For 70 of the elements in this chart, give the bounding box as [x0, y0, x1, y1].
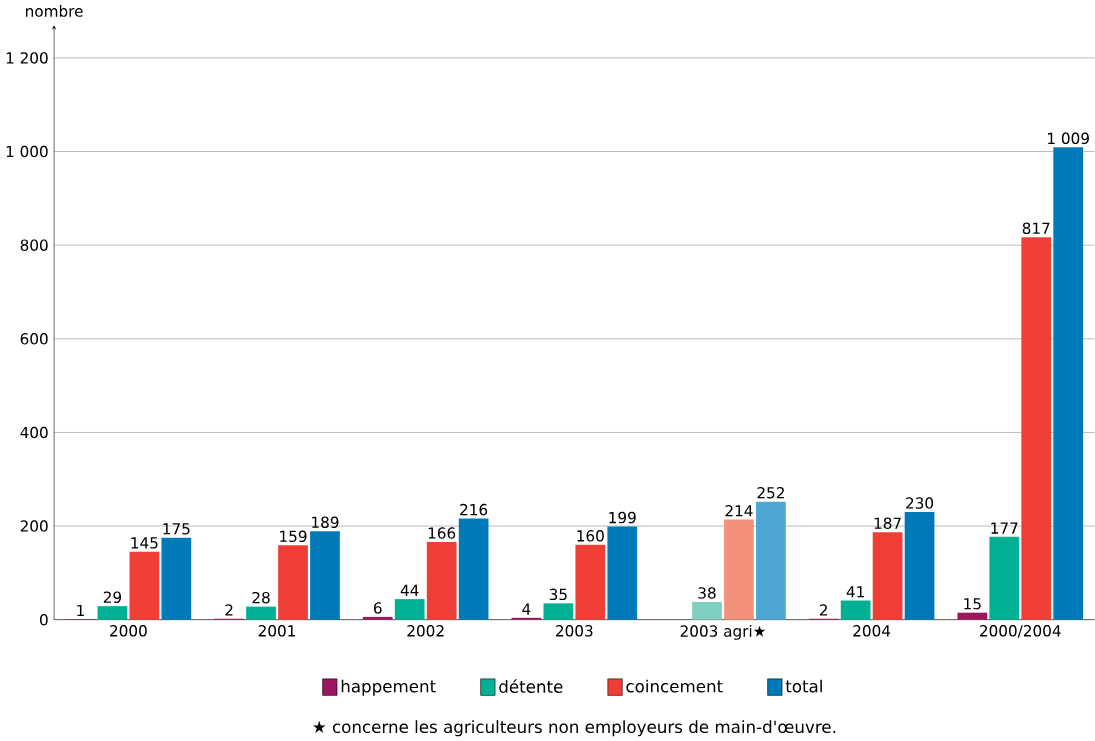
data-label: 252 [757, 486, 784, 499]
data-label: 44 [400, 584, 419, 596]
bar [872, 531, 903, 620]
bar [362, 616, 393, 620]
data-label: 38 [698, 586, 716, 599]
bar [724, 519, 754, 620]
y-tick-label: 1 000 [6, 145, 48, 158]
data-label: 216 [460, 503, 488, 516]
bar [394, 598, 425, 620]
bar [840, 600, 871, 620]
bar [607, 526, 638, 620]
bar [129, 551, 160, 620]
bar [310, 531, 340, 620]
data-label: 28 [252, 591, 270, 604]
x-tick-label: 2002 [407, 624, 444, 637]
x-tick-label: 2000 [110, 624, 147, 637]
bar [1021, 237, 1052, 620]
y-tick-label: 200 [20, 520, 48, 532]
bar [246, 606, 276, 620]
y-tick-label: 1 200 [6, 51, 48, 64]
data-label: 1 [77, 604, 84, 616]
data-label: 189 [312, 516, 339, 528]
x-tick-label: 2001 [258, 624, 296, 637]
bar [692, 601, 722, 620]
y-tick-label: 600 [20, 332, 48, 345]
bar [904, 511, 935, 620]
data-label: 4 [522, 603, 531, 615]
data-label: 2 [225, 604, 233, 616]
bar [458, 518, 489, 620]
bar [161, 537, 192, 620]
bar [97, 605, 128, 620]
legend-label: coincement [626, 679, 723, 693]
data-label: 1 009 [1048, 132, 1089, 144]
legend-label: total [785, 679, 822, 693]
x-tick-label: 2000/2004 [980, 624, 1061, 638]
y-tick-label: 400 [20, 426, 48, 438]
bar [957, 612, 988, 620]
data-label: 187 [874, 517, 901, 529]
legend-label: détente [499, 679, 563, 693]
data-label: 35 [549, 588, 567, 600]
data-label: 230 [906, 497, 934, 509]
data-label: 166 [428, 527, 456, 539]
bar [426, 541, 457, 620]
data-label: 199 [609, 511, 636, 524]
bar [278, 545, 308, 620]
data-label: 6 [373, 601, 382, 614]
y-axis-title: nombre [26, 4, 83, 17]
x-tick-label: 2003 [556, 624, 593, 637]
x-tick-label: 2003 agri★ [680, 624, 766, 640]
legend-label: happement [341, 679, 436, 696]
x-tick-label: 2004 [853, 624, 891, 637]
bar [989, 536, 1020, 620]
data-label: 175 [163, 523, 190, 535]
y-tick-label: 800 [20, 239, 48, 251]
data-label: 41 [846, 585, 864, 598]
text: ★ concerne les agriculteurs non employeurs de main-d'œuvre. [312, 719, 836, 737]
data-label: 2 [819, 604, 827, 616]
data-label: 214 [725, 504, 753, 517]
data-label: 29 [103, 591, 122, 603]
bar [575, 544, 606, 620]
data-label: 817 [1022, 222, 1050, 234]
bar [543, 603, 574, 620]
data-label: 15 [964, 597, 981, 610]
data-label: 160 [577, 529, 604, 542]
data-label: 177 [991, 522, 1018, 534]
data-label: 159 [280, 530, 307, 542]
y-tick-label: 0 [40, 613, 48, 626]
bar [1053, 147, 1084, 620]
bar [756, 501, 786, 620]
data-label: 145 [131, 537, 158, 549]
